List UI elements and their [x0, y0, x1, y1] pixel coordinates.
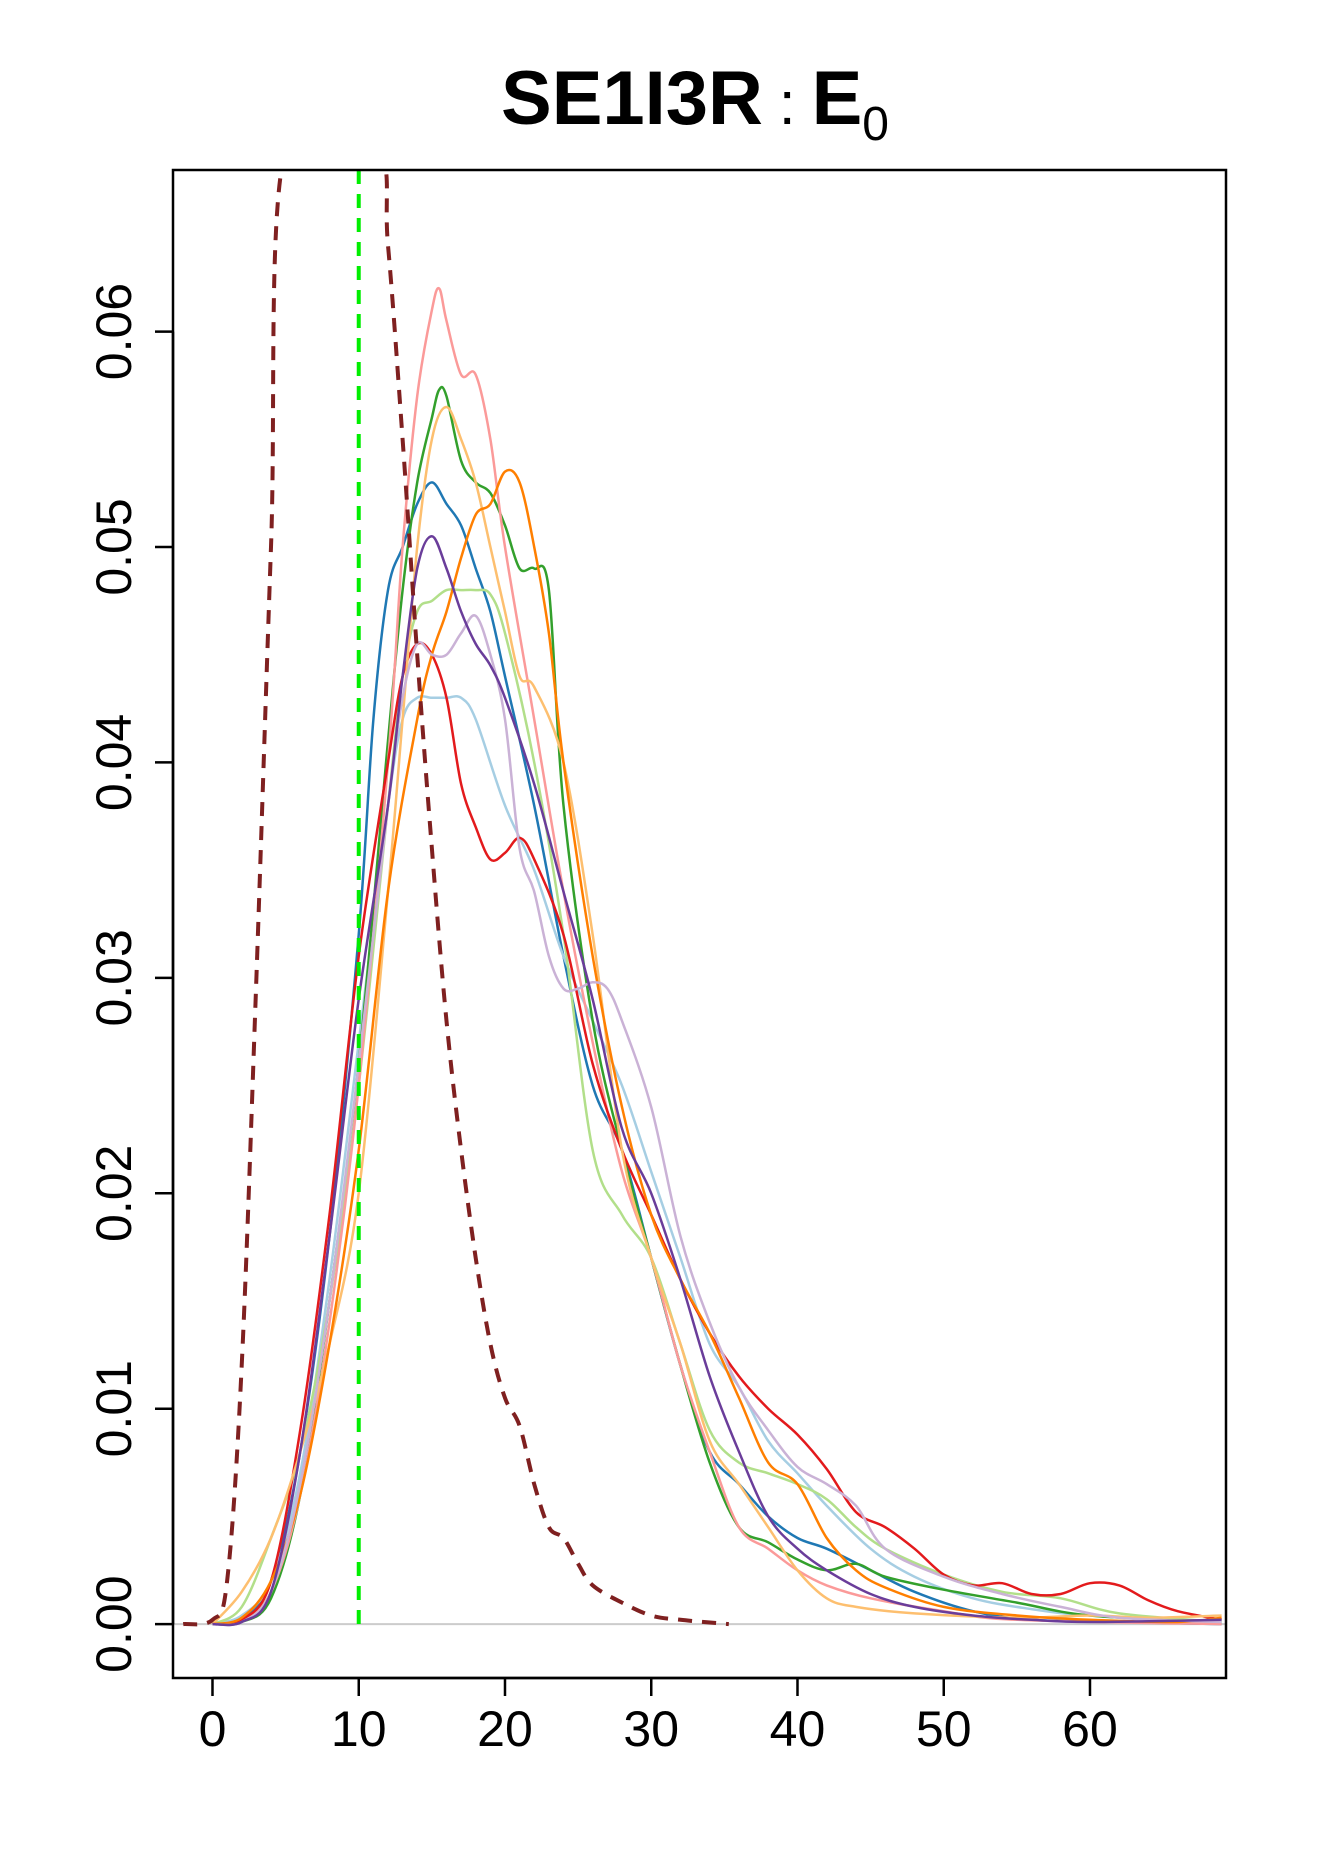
series-line-6 [212, 641, 1222, 1626]
x-tick-label: 50 [916, 1701, 972, 1757]
series-line-7 [211, 405, 1222, 1625]
x-tick-label: 40 [770, 1701, 826, 1757]
x-tick-label: 20 [477, 1701, 533, 1757]
y-tick-label: 0.02 [86, 1145, 142, 1242]
y-tick-label: 0.05 [86, 498, 142, 595]
series-line-10 [212, 534, 1222, 1627]
x-axis: 0 10 20 30 40 50 60 [199, 1676, 1118, 1757]
title-subscript: 0 [862, 98, 889, 151]
y-axis: 0.00 0.01 0.02 0.03 0.04 0.05 0.06 [86, 283, 175, 1673]
plot-frame [171, 168, 1228, 1680]
y-tick-label: 0.04 [86, 714, 142, 811]
series-line-8 [212, 468, 1222, 1626]
title-separator: : [779, 70, 796, 137]
x-tick-label: 30 [623, 1701, 679, 1757]
y-tick-label: 0.03 [86, 929, 142, 1026]
y-tick-label: 0.06 [86, 283, 142, 380]
y-tick-label: 0.01 [86, 1360, 142, 1457]
y-tick-label: 0.00 [86, 1575, 142, 1672]
series-line-2 [212, 694, 1222, 1626]
x-tick-label: 0 [199, 1701, 227, 1757]
series-line-5 [212, 286, 1222, 1626]
x-tick-label: 60 [1062, 1701, 1118, 1757]
x-tick-label: 10 [331, 1701, 387, 1757]
title-main: SE1I3R [501, 56, 763, 141]
series-line-1 [212, 481, 1222, 1626]
series-line-11 [182, 170, 729, 1627]
title-symbol: E [812, 56, 863, 141]
chart-title: SE1I3R: E0 [501, 56, 889, 151]
series-layer [182, 170, 1222, 1627]
series-line-3 [212, 385, 1222, 1626]
